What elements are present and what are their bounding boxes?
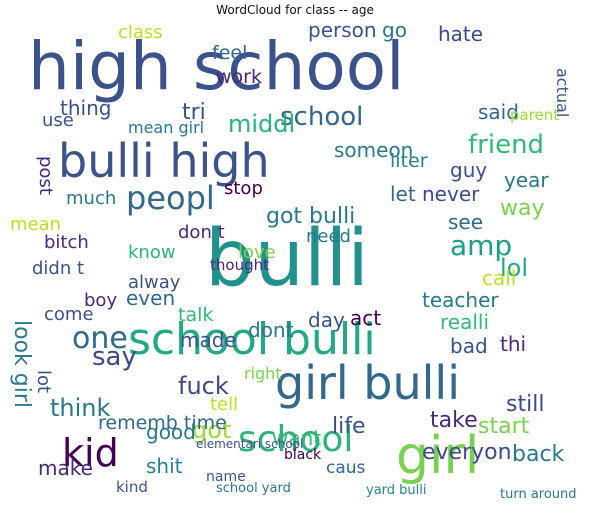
cloud-word: post (35, 156, 56, 195)
cloud-word: parent (510, 106, 560, 124)
cloud-word: mean (10, 214, 62, 235)
cloud-word: liter (390, 150, 428, 172)
cloud-word: need (306, 226, 351, 247)
cloud-word: school (280, 102, 364, 132)
cloud-word: lol (500, 254, 529, 282)
cloud-word: go (382, 20, 407, 42)
cloud-word: look girl (10, 320, 34, 408)
cloud-word: everyon (422, 440, 512, 465)
cloud-word: person (308, 20, 377, 42)
cloud-word: talk (178, 304, 214, 326)
cloud-word: call (482, 266, 517, 290)
cloud-word: class (118, 22, 163, 43)
cloud-word: girl (396, 426, 480, 486)
cloud-word: alway (128, 272, 181, 293)
cloud-word: know (128, 242, 176, 263)
cloud-word: bad (450, 334, 488, 358)
cloud-word: school yard (216, 481, 291, 496)
cloud-word: elementari school (196, 437, 304, 451)
cloud-word: bitch (44, 232, 89, 253)
cloud-word: middl (228, 110, 296, 138)
cloud-word: don t (178, 222, 225, 243)
cloud-word: turn around (500, 487, 577, 500)
cloud-word: make (38, 456, 93, 480)
cloud-word: girl bulli (275, 356, 460, 410)
cloud-word: come (44, 304, 94, 325)
cloud-word: boy (84, 290, 118, 311)
cloud-word: tri (182, 100, 206, 125)
cloud-word: good (146, 420, 196, 444)
cloud-word: thought (210, 256, 269, 274)
cloud-word: one (72, 321, 128, 356)
cloud-word: school (238, 419, 354, 460)
cloud-word: thi (500, 332, 527, 356)
cloud-word: guy (450, 158, 488, 182)
cloud-word: day (308, 308, 345, 332)
cloud-word: love (238, 242, 276, 263)
cloud-word: black (284, 447, 322, 463)
cloud-word: made (180, 328, 237, 352)
cloud-word: stop (224, 178, 263, 199)
cloud-word: kind (116, 478, 148, 496)
cloud-word: think (50, 394, 111, 422)
cloud-word: take (430, 408, 478, 433)
word-cloud: high school bulli school bulli bulli high gi… (10, 20, 580, 500)
cloud-word: someon (334, 138, 414, 162)
cloud-word: see (448, 210, 484, 234)
cloud-word: life (332, 414, 366, 439)
cloud-word: got (192, 416, 232, 444)
cloud-word: feel (212, 42, 248, 64)
cloud-word: use (42, 110, 74, 131)
cloud-word: bulli (205, 214, 369, 304)
cloud-word: high school (28, 28, 405, 105)
cloud-word: start (478, 414, 530, 439)
cloud-word: bulli high (58, 134, 270, 188)
cloud-word: even (126, 286, 176, 310)
cloud-word: dont (248, 318, 294, 342)
cloud-word: mean girl (128, 118, 205, 137)
cloud-word: amp (450, 229, 513, 262)
cloud-word: tell (210, 394, 239, 415)
cloud-word: fuck (178, 372, 229, 400)
cloud-word: actual (553, 68, 572, 118)
cloud-word: name (206, 469, 246, 485)
cloud-word: lot (33, 370, 54, 394)
cloud-word: hate (438, 22, 484, 46)
cloud-word: didn t (32, 258, 85, 279)
cloud-word: let (390, 182, 416, 206)
cloud-word: caus (326, 458, 366, 478)
cloud-word: say (92, 342, 137, 372)
cloud-word: back (512, 442, 565, 467)
cloud-word: thing (60, 96, 112, 120)
cloud-word: yard bulli (366, 483, 427, 498)
cloud-word: peopl (126, 179, 215, 217)
cloud-word: school bulli (128, 314, 376, 365)
cloud-word: way (500, 196, 545, 221)
cloud-word: friend (468, 130, 545, 160)
cloud-word: rememb time (98, 412, 227, 434)
cloud-word: year (504, 168, 549, 192)
cloud-word: never (422, 182, 480, 206)
cloud-word: much (66, 188, 117, 209)
cloud-word: right (244, 364, 282, 383)
cloud-word: want (272, 426, 322, 450)
cloud-word: shit (146, 454, 183, 478)
cloud-word: kid (62, 431, 119, 475)
cloud-word: work (216, 66, 262, 88)
chart-title: WordCloud for class -- age (216, 3, 374, 17)
cloud-word: teacher (422, 288, 499, 312)
cloud-word: got bulli (266, 204, 356, 229)
cloud-word: said (478, 100, 519, 124)
cloud-word: still (506, 392, 545, 417)
cloud-word: realli (440, 310, 490, 334)
cloud-word: act (350, 306, 382, 330)
